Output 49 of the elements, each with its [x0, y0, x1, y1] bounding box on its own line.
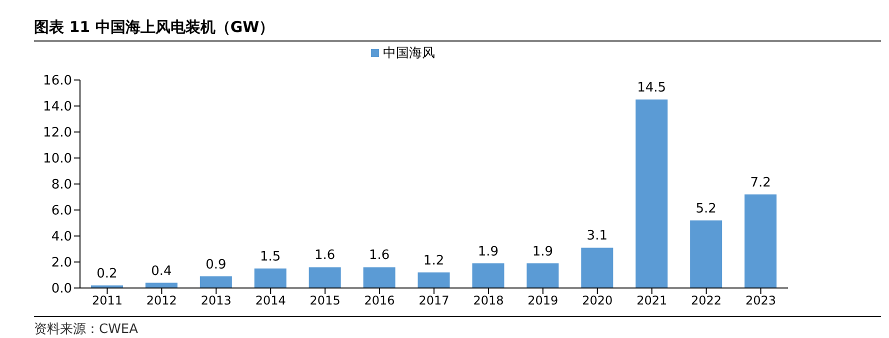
bar — [636, 100, 668, 288]
x-tick-label: 2020 — [582, 294, 613, 308]
y-tick-label: 16.0 — [43, 74, 72, 89]
y-tick-label: 6.0 — [51, 204, 72, 219]
y-tick-label: 10.0 — [43, 152, 72, 167]
text: 资料来源：CWEA — [34, 321, 138, 338]
x-tick-label: 2021 — [636, 294, 668, 308]
x-tick-label: 2023 — [745, 294, 776, 308]
bar — [418, 272, 450, 288]
x-tick-label: 2012 — [146, 294, 177, 308]
data-label: 0.4 — [151, 264, 172, 279]
bar — [690, 220, 722, 288]
y-tick-label: 2.0 — [51, 256, 72, 271]
y-tick-label: 8.0 — [51, 178, 72, 193]
x-tick-label: 2022 — [691, 294, 722, 308]
x-tick-label: 2015 — [310, 294, 340, 308]
x-tick-label: 2017 — [418, 294, 450, 308]
y-tick-label: 4.0 — [51, 230, 72, 245]
x-tick-label: 2011 — [92, 294, 123, 308]
data-label: 3.1 — [586, 228, 608, 244]
bar — [581, 248, 614, 288]
data-label: 1.2 — [423, 253, 444, 268]
y-tick-label: 14.0 — [43, 100, 72, 115]
data-label: 1.5 — [260, 250, 281, 264]
bar — [526, 263, 559, 288]
bar — [200, 276, 232, 288]
x-tick-label: 2013 — [200, 294, 232, 308]
bar — [363, 267, 396, 288]
bar — [254, 268, 286, 288]
x-tick-label: 2018 — [473, 294, 504, 308]
data-label: 14.5 — [637, 80, 666, 96]
bar — [744, 194, 777, 288]
data-label: 0.9 — [206, 257, 226, 272]
data-label: 1.6 — [368, 248, 390, 264]
x-tick-label: 2019 — [528, 294, 558, 308]
data-label: 1.9 — [478, 244, 499, 260]
data-label: 5.2 — [696, 201, 716, 216]
x-tick-label: 2014 — [255, 294, 286, 308]
legend-label: 中国海风 — [383, 46, 435, 61]
chart-title: 图表 11 中国海上风电装机（GW） — [34, 18, 274, 37]
data-label: 7.2 — [750, 175, 771, 190]
y-tick-label: 12.0 — [43, 126, 72, 141]
data-label: 1.9 — [532, 244, 554, 260]
bar — [472, 263, 504, 288]
bar — [308, 267, 341, 288]
x-tick-label: 2016 — [364, 294, 395, 308]
data-label: 0.2 — [96, 266, 118, 282]
data-label: 1.6 — [314, 248, 336, 264]
y-tick-label: 0.0 — [51, 282, 72, 297]
